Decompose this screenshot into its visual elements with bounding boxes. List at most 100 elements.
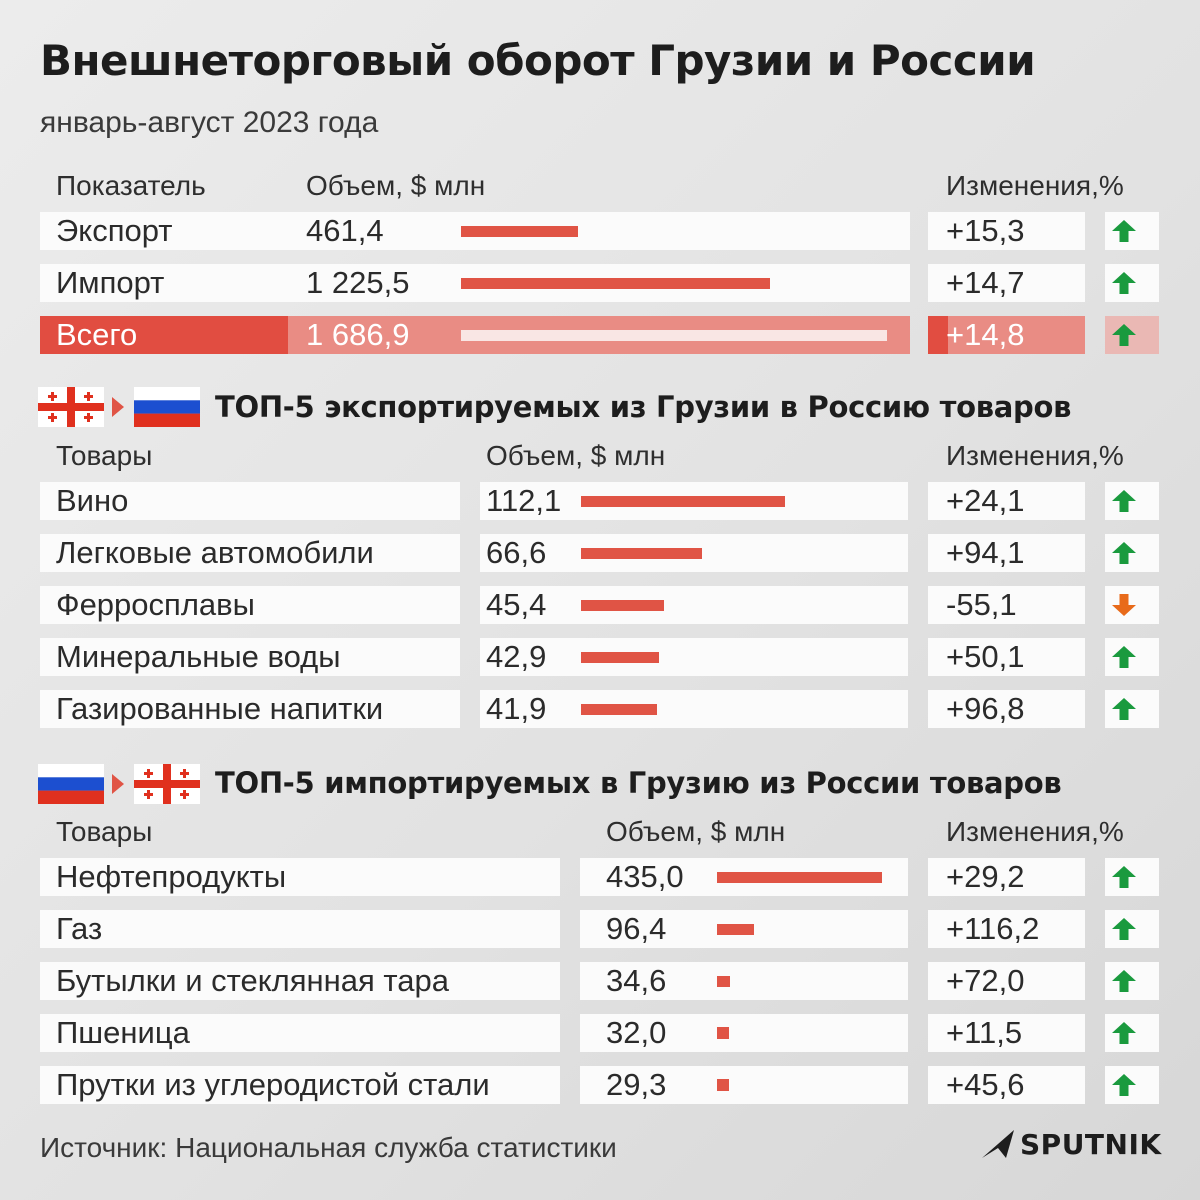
import-row: Пшеница 32,0 +11,5 [40, 1014, 1159, 1052]
row-background [928, 482, 1085, 520]
row-label: Импорт [56, 265, 165, 300]
row-label: Легковые автомобили [56, 535, 374, 570]
import-header-value: Объем, $ млн [606, 816, 786, 847]
row-background [928, 858, 1085, 896]
sputnik-logo: SPUTNIK [980, 1122, 1161, 1166]
row-label: Минеральные воды [56, 639, 341, 674]
row-change: +96,8 [946, 691, 1025, 726]
row-background [580, 1066, 908, 1104]
export-row: Легковые автомобили 66,6 +94,1 [40, 534, 1159, 572]
row-change: +45,6 [946, 1067, 1025, 1102]
row-change: +14,8 [946, 317, 1025, 352]
row-background [40, 638, 460, 676]
arrow-up-icon [1112, 1022, 1136, 1044]
georgia-flag-icon [134, 764, 200, 804]
import-row: Бутылки и стеклянная тара 34,6 +72,0 [40, 962, 1159, 1000]
arrow-up-icon [1112, 324, 1136, 346]
export-header-label: Товары [56, 440, 153, 471]
row-background [40, 962, 560, 1000]
summary-header-change: Изменения,% [946, 170, 1124, 201]
row-background [928, 212, 948, 250]
export-header-change: Изменения,% [946, 440, 1124, 471]
export-header-value: Объем, $ млн [486, 440, 666, 471]
row-background [40, 316, 288, 354]
summary-row: Всего 1 686,9 +14,8 [40, 316, 1159, 354]
row-change: +72,0 [946, 963, 1025, 998]
row-background [928, 316, 948, 354]
row-label: Пшеница [56, 1015, 190, 1050]
row-background [928, 534, 1085, 572]
row-label: Всего [56, 317, 138, 352]
import-row: Нефтепродукты 435,0 +29,2 [40, 858, 1159, 896]
export-row: Вино 112,1 +24,1 [40, 482, 1159, 520]
value-bar [581, 652, 659, 663]
row-label: Ферросплавы [56, 587, 255, 622]
row-background [948, 316, 1085, 354]
row-value: 34,6 [606, 963, 667, 998]
arrow-down-icon [1112, 594, 1136, 616]
summary-header-value: Объем, $ млн [306, 170, 486, 201]
row-label: Вино [56, 483, 129, 518]
row-change: +94,1 [946, 535, 1025, 570]
row-background [480, 638, 908, 676]
row-change: +11,5 [946, 1015, 1023, 1050]
row-background [928, 962, 1085, 1000]
sputnik-logo-icon [982, 1130, 1014, 1158]
row-background [928, 1066, 1085, 1104]
row-background [948, 264, 1085, 302]
summary-row: Экспорт 461,4 +15,3 [40, 212, 1159, 250]
row-background [40, 534, 460, 572]
value-bar [581, 548, 702, 559]
row-value: 66,6 [486, 535, 547, 570]
row-label: Бутылки и стеклянная тара [56, 963, 449, 998]
row-background [40, 482, 460, 520]
arrow-right-icon [112, 774, 124, 794]
row-background [40, 212, 288, 250]
export-row: Ферросплавы 45,4 -55,1 [40, 586, 1159, 624]
row-value: 32,0 [606, 1015, 667, 1050]
row-background [580, 962, 908, 1000]
row-background [40, 1066, 560, 1104]
row-change: +116,2 [946, 911, 1040, 946]
export-row: Газированные напитки 41,9 +96,8 [40, 690, 1159, 728]
row-background [40, 1014, 560, 1052]
page-title: Внешнеторговый оборот Грузии и России [40, 36, 1036, 85]
row-label: Газ [56, 911, 103, 946]
row-value: 42,9 [486, 639, 547, 674]
page-subtitle: январь-август 2023 года [40, 106, 379, 139]
value-bar [581, 496, 785, 507]
row-value: 45,4 [486, 587, 547, 622]
value-bar [717, 872, 882, 883]
row-background [928, 1014, 1085, 1052]
row-background [480, 690, 908, 728]
row-background [40, 264, 288, 302]
value-bar [717, 1079, 729, 1091]
row-background [928, 264, 948, 302]
row-change: -55,1 [946, 587, 1017, 622]
arrow-up-icon [1112, 866, 1136, 888]
row-background [40, 690, 460, 728]
row-value: 435,0 [606, 859, 684, 894]
row-value: 1 225,5 [306, 265, 410, 300]
import-row: Газ 96,4 +116,2 [40, 910, 1159, 948]
value-bar [461, 226, 578, 237]
row-change: +24,1 [946, 483, 1025, 518]
row-label: Прутки из углеродистой стали [56, 1067, 490, 1102]
arrow-up-icon [1112, 918, 1136, 940]
arrow-up-icon [1112, 490, 1136, 512]
row-label: Нефтепродукты [56, 859, 287, 894]
row-change: +50,1 [946, 639, 1025, 674]
russia-flag-icon [38, 764, 104, 804]
summary-row: Импорт 1 225,5 +14,7 [40, 264, 1159, 302]
row-background [928, 690, 1085, 728]
value-bar [461, 330, 887, 341]
row-change: +29,2 [946, 859, 1025, 894]
row-value: 96,4 [606, 911, 667, 946]
georgia-flag-icon [38, 387, 104, 427]
row-background [928, 638, 1085, 676]
row-label: Экспорт [56, 213, 173, 248]
row-value: 29,3 [606, 1067, 667, 1102]
import-header-label: Товары [56, 816, 153, 847]
row-background [40, 910, 560, 948]
value-bar [717, 924, 754, 935]
